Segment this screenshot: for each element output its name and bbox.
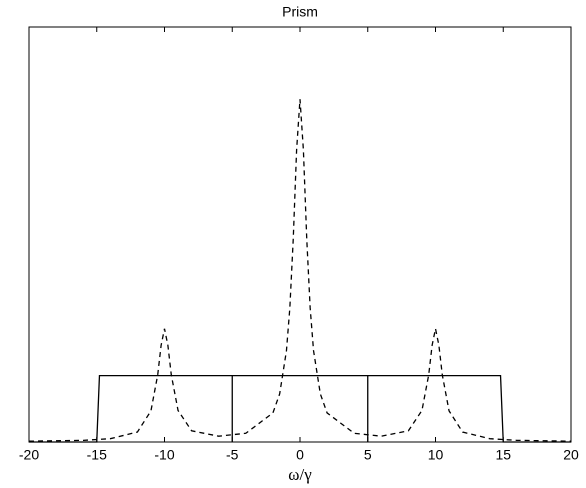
x-tick-label: 20	[563, 447, 579, 463]
x-axis-label: ω/γ	[288, 465, 312, 484]
x-tick-label: 0	[296, 447, 304, 463]
x-tick-label: -10	[154, 447, 174, 463]
chart-title: Prism	[282, 4, 318, 20]
x-tick-label: -20	[19, 447, 39, 463]
x-tick-label: 10	[428, 447, 444, 463]
axes-frame	[28, 26, 572, 443]
x-tick-label: -15	[87, 447, 107, 463]
x-tick-label: 5	[364, 447, 372, 463]
x-tick-label: -5	[226, 447, 239, 463]
series-line	[29, 374, 571, 443]
x-tick-label: 15	[495, 447, 511, 463]
series-line	[28, 99, 572, 442]
